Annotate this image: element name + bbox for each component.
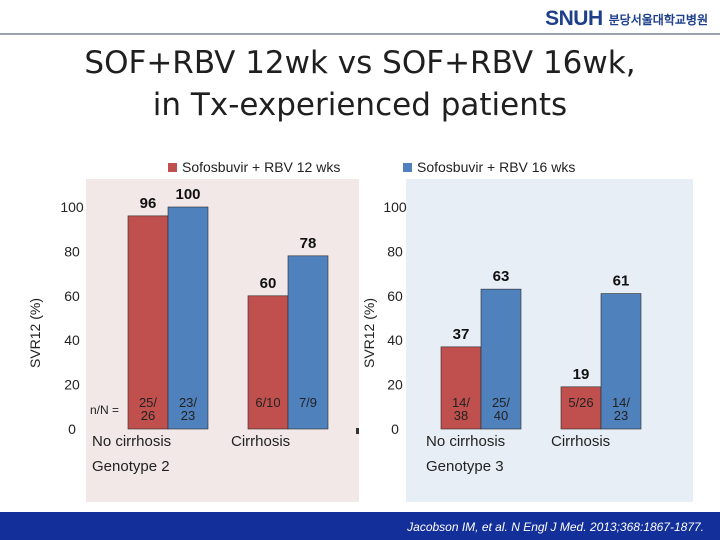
y-tick-label: 60 xyxy=(387,288,403,304)
bar-16wk xyxy=(287,255,329,430)
data-label: 63 xyxy=(493,268,510,285)
header-divider xyxy=(0,33,720,35)
n-label: 25/26 xyxy=(139,395,157,423)
footer-bar: Jacobson IM, et al. N Engl J Med. 2013;3… xyxy=(0,512,720,540)
genotype-label: Genotype 3 xyxy=(426,458,504,475)
y-tick-label: 60 xyxy=(64,288,80,304)
n-label: 14/23 xyxy=(612,395,630,423)
bar-16wk xyxy=(600,293,642,430)
bar-16wk xyxy=(480,288,522,430)
y-axis-label: SVR12 (%) xyxy=(361,298,377,368)
hospital-logo: SNUH 분당서울대학교병원 xyxy=(545,6,708,32)
data-label: 60 xyxy=(260,275,277,292)
logo-text: SNUH xyxy=(545,7,603,30)
bar-12wk xyxy=(560,386,602,430)
legend-item-12wk: Sofosbuvir + RBV 12 wks xyxy=(168,159,340,175)
legend-label-12wk: Sofosbuvir + RBV 12 wks xyxy=(182,159,341,175)
title-line-2: in Tx-experienced patients xyxy=(152,87,568,123)
category-label: No cirrhosis xyxy=(92,433,171,450)
panel-separator-mark xyxy=(356,428,359,434)
n-label: 5/26 xyxy=(568,395,593,410)
page-title: SOF+RBV 12wk vs SOF+RBV 16wk, in Tx-expe… xyxy=(0,42,720,126)
y-tick-label: 0 xyxy=(391,421,399,437)
chart-legend: Sofosbuvir + RBV 12 wks Sofosbuvir + RBV… xyxy=(0,159,720,179)
hospital-name: 분당서울대학교병원 xyxy=(608,12,708,27)
y-tick-label: 20 xyxy=(64,377,80,393)
bar-16wk xyxy=(167,206,209,430)
data-label: 61 xyxy=(613,273,630,290)
y-tick-label: 100 xyxy=(60,199,84,215)
bar-12wk xyxy=(440,346,482,430)
y-tick-label: 40 xyxy=(387,332,403,348)
category-label: No cirrhosis xyxy=(426,433,505,450)
category-label: Cirrhosis xyxy=(231,433,290,450)
y-tick-label: 20 xyxy=(387,377,403,393)
y-tick-label: 80 xyxy=(387,243,403,259)
data-label: 96 xyxy=(140,195,157,212)
category-label: Cirrhosis xyxy=(551,433,610,450)
y-tick-label: 80 xyxy=(64,243,80,259)
genotype-label: Genotype 2 xyxy=(92,458,170,475)
data-label: 19 xyxy=(573,366,590,383)
bar-12wk xyxy=(127,215,169,430)
y-tick-label: 100 xyxy=(383,199,407,215)
n-prefix-label: n/N = xyxy=(90,403,119,417)
legend-swatch-12wk xyxy=(168,162,177,172)
citation: Jacobson IM, et al. N Engl J Med. 2013;3… xyxy=(407,520,704,534)
n-label: 14/38 xyxy=(452,395,470,423)
legend-item-16wk: Sofosbuvir + RBV 16 wks xyxy=(403,159,575,175)
data-label: 78 xyxy=(300,235,317,252)
n-label: 25/40 xyxy=(492,395,510,423)
n-label: 7/9 xyxy=(299,395,317,410)
y-tick-label: 0 xyxy=(68,421,76,437)
y-tick-label: 40 xyxy=(64,332,80,348)
title-line-1: SOF+RBV 12wk vs SOF+RBV 16wk, xyxy=(84,45,636,81)
y-axis-label: SVR12 (%) xyxy=(27,298,43,368)
n-label: 6/10 xyxy=(255,395,280,410)
legend-label-16wk: Sofosbuvir + RBV 16 wks xyxy=(417,159,576,175)
data-label: 100 xyxy=(175,186,200,203)
chart-panel-bg xyxy=(406,179,693,502)
legend-swatch-16wk xyxy=(403,162,412,172)
data-label: 37 xyxy=(453,326,470,343)
n-label: 23/23 xyxy=(179,395,197,423)
